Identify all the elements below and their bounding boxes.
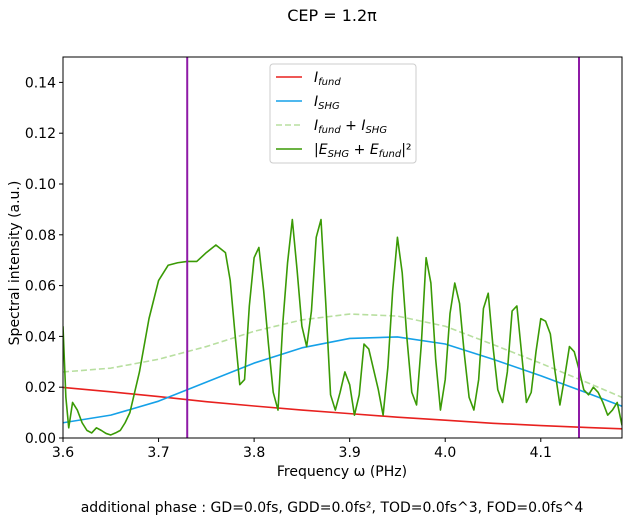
y-tick-label: 0.02 — [25, 380, 56, 396]
legend-label-3: |ESHG + Efund|² — [314, 142, 412, 160]
series-line-0 — [63, 386, 622, 430]
y-tick-label: 0.04 — [25, 329, 56, 345]
legend: Ifund ISHG Ifund + ISHG |ESHG + Efund|² — [269, 63, 417, 164]
x-tick-label: 4.1 — [530, 445, 552, 461]
y-tick-label: 0.00 — [25, 431, 56, 447]
y-tick-label: 0.06 — [25, 279, 56, 295]
y-tick-label: 0.14 — [25, 75, 56, 91]
axes: 3.6 3.7 3.8 3.9 4.0 4.1 0.00 0.02 0.04 0.06 0.08 0.… — [25, 56, 623, 461]
y-tick-label: 0.12 — [25, 126, 56, 142]
x-tick-label: 3.9 — [339, 445, 361, 461]
plot-clip-group — [63, 57, 622, 438]
x-axis-label: Frequency ω (PHz) — [277, 464, 407, 480]
chart-title: CEP = 1.2π — [287, 6, 377, 25]
legend-label-0: Ifund — [314, 70, 341, 88]
chart-footer-note: additional phase : GD=0.0fs, GDD=0.0fs²,… — [81, 500, 584, 516]
x-tick-label: 4.0 — [434, 445, 456, 461]
legend-label-2: Ifund + ISHG — [314, 118, 387, 136]
legend-label-1: ISHG — [314, 94, 340, 112]
x-tick-label: 3.6 — [52, 445, 74, 461]
series-line-2 — [63, 313, 622, 399]
legend-box — [269, 63, 417, 164]
series-line-1 — [63, 336, 622, 424]
series-line-3 — [63, 218, 622, 436]
x-tick-label: 3.7 — [147, 445, 169, 461]
y-tick-label: 0.08 — [25, 228, 56, 244]
plot-area — [63, 57, 622, 438]
x-tick-label: 3.8 — [243, 445, 265, 461]
plot-frame — [62, 56, 623, 439]
y-tick-label: 0.10 — [25, 177, 56, 193]
y-axis-label: Spectral intensity (a.u.) — [7, 181, 23, 346]
